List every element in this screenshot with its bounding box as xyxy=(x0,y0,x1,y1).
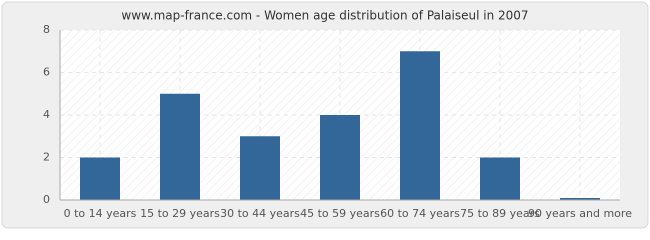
x-tick-label: 60 to 74 years xyxy=(380,207,460,220)
bar xyxy=(320,115,360,200)
x-tick-label: 0 to 14 years xyxy=(64,207,137,220)
x-tick-label: 90 years and more xyxy=(528,207,632,220)
x-tick-label: 30 to 44 years xyxy=(220,207,300,220)
chart-title: www.map-france.com - Women age distribut… xyxy=(121,9,528,23)
y-tick-label: 2 xyxy=(43,151,50,164)
x-tick-label: 45 to 59 years xyxy=(300,207,380,220)
y-tick-label: 8 xyxy=(43,23,50,36)
bar xyxy=(240,136,280,200)
bar xyxy=(400,51,440,200)
y-tick-label: 6 xyxy=(43,66,50,79)
bar xyxy=(480,157,520,200)
x-tick-label: 15 to 29 years xyxy=(140,207,220,220)
bar xyxy=(560,198,600,200)
x-tick-label: 75 to 89 years xyxy=(460,207,540,220)
bar xyxy=(80,157,120,200)
bar xyxy=(160,93,200,200)
y-tick-label: 0 xyxy=(43,193,50,206)
chart: www.map-france.com - Women age distribut… xyxy=(1,1,649,229)
y-tick-label: 4 xyxy=(43,108,50,121)
